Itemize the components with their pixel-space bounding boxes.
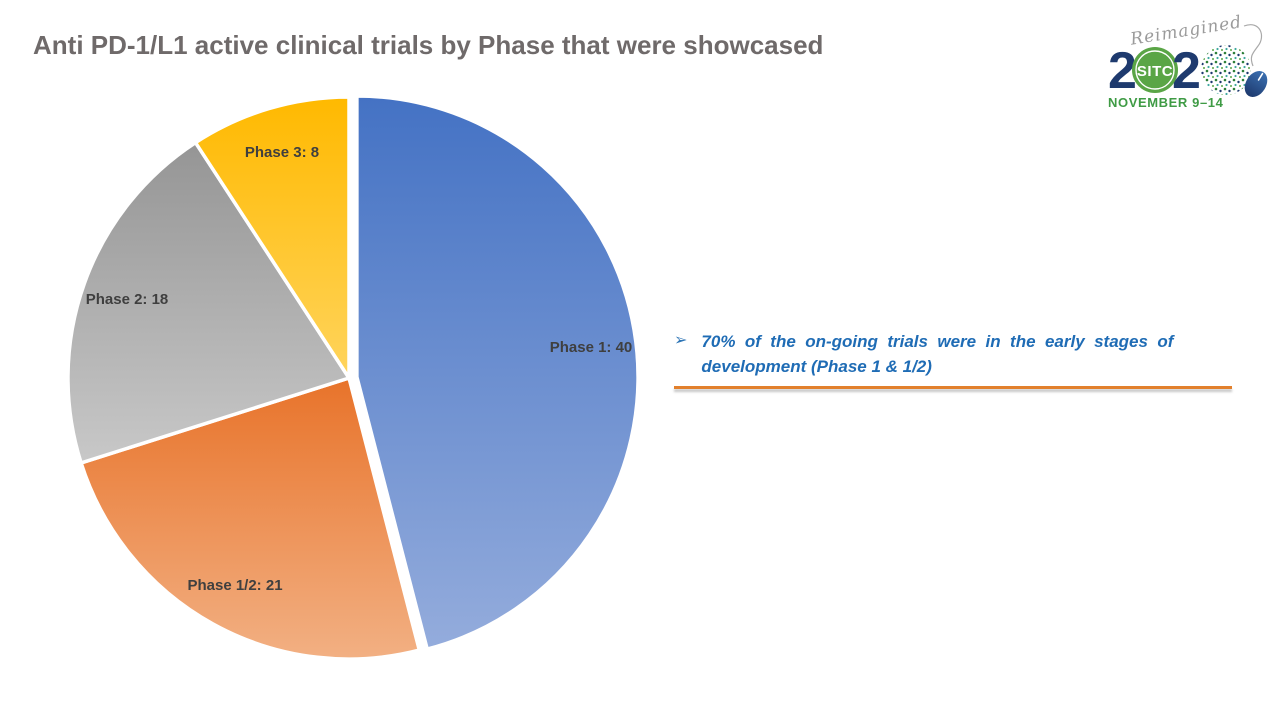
callout-text: 70% of the on-going trials were in the e… (701, 332, 1174, 376)
sitc-2020-logo: Reimagined 2 SITC 2 NOVEMBER 9–14 (1108, 12, 1268, 110)
pie-label: Phase 1/2: 21 (187, 577, 282, 594)
slide-title: Anti PD-1/L1 active clinical trials by P… (33, 30, 824, 60)
callout-underline (674, 386, 1232, 389)
pie-chart: Phase 1: 40 Phase 1/2: 21 Phase 2: 18 Phase… (66, 94, 640, 661)
mouse-cable-line (1243, 24, 1263, 67)
logo-org-text: SITC (1137, 63, 1173, 80)
pie-label: Phase 3: 8 (245, 144, 319, 161)
pie-slice-phase-2 (66, 140, 351, 465)
arrow-bullet-icon: ➢ (674, 332, 688, 349)
logo-dates-text: NOVEMBER 9–14 (1108, 95, 1224, 110)
logo-green-circle (1132, 47, 1178, 93)
pie-slice-phase-1-2 (79, 376, 422, 661)
pie-slice-phase-1 (355, 94, 640, 651)
logo-digit-2-right: 2 (1172, 42, 1201, 100)
logo-green-ring (1135, 50, 1175, 90)
logo-globe-icon (1201, 45, 1251, 95)
pie-label: Phase 1: 40 (550, 339, 633, 356)
pie-label: Phase 2: 18 (86, 291, 169, 308)
callout-bullet: ➢ 70% of the on-going trials were in the… (674, 329, 1234, 379)
pie-slice-phase-3 (193, 95, 351, 380)
mouse-icon (1244, 70, 1268, 98)
